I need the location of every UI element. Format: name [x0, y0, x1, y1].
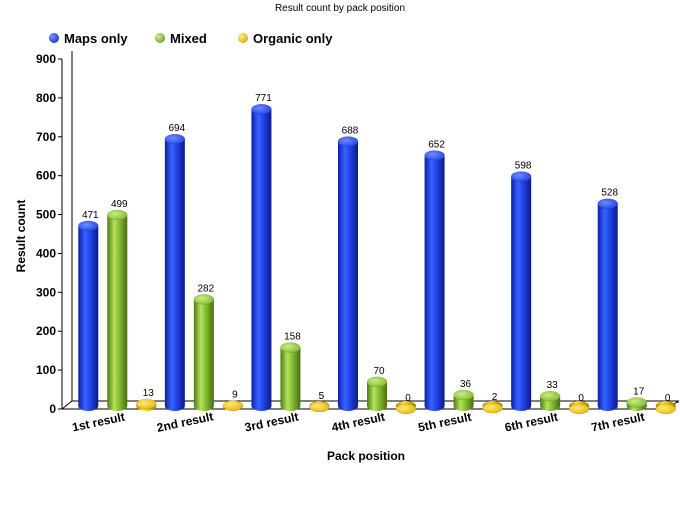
bar-mixed-2nd-result [193, 294, 215, 412]
x-tick-label: 1st result [71, 410, 126, 435]
x-tick-label: 5th result [417, 410, 473, 435]
legend-item-organic-only: Organic only [238, 31, 333, 46]
y-tick-label: 900 [36, 52, 56, 66]
legend-label: Mixed [170, 31, 207, 46]
data-label-mixed-7th-result: 17 [633, 386, 645, 397]
bar-maps-only-2nd-result [164, 133, 186, 412]
bar-organic-only-3rd-result [309, 401, 330, 413]
bar-maps-only-3rd-result [251, 103, 272, 411]
data-label-maps-only-2nd-result: 694 [169, 123, 186, 134]
legend-swatch-icon [155, 33, 165, 43]
data-label-mixed-5th-result: 36 [460, 379, 472, 390]
legend-item-mixed: Mixed [155, 31, 207, 46]
data-label-maps-only-5th-result: 652 [428, 139, 445, 150]
y-tick-label: 300 [36, 285, 56, 299]
data-label-organic-only-7th-result: 0 [665, 393, 671, 404]
y-tick-label: 600 [36, 169, 56, 183]
data-label-organic-only-6th-result: 0 [578, 393, 584, 404]
data-label-organic-only-1st-result: 13 [143, 388, 155, 399]
bar-maps-only-7th-result [597, 198, 618, 412]
x-tick-label: 3rd result [243, 410, 299, 435]
bar-maps-only-4th-result [337, 136, 359, 411]
legend-label: Maps only [64, 31, 128, 46]
y-tick-label: 500 [36, 208, 56, 222]
bar-organic-only-6th-result [568, 401, 590, 415]
bar-organic-only-5th-result [482, 401, 503, 414]
bars [78, 103, 676, 415]
bar-maps-only-6th-result [510, 171, 532, 411]
data-label-maps-only-3rd-result: 771 [255, 93, 272, 104]
data-label-organic-only-3rd-result: 5 [319, 391, 325, 402]
data-labels: 471 499 13 694 282 9 771 158 5 688 70 0 652 36 2 598 33 0… [82, 93, 671, 404]
legend-swatch-icon [49, 33, 59, 43]
y-tick-label: 400 [36, 246, 56, 260]
data-label-organic-only-5th-result: 2 [492, 392, 498, 403]
data-label-maps-only-1st-result: 471 [82, 210, 99, 221]
chart-title: Result count by pack position [275, 3, 405, 14]
y-tick-label: 700 [36, 130, 56, 144]
y-axis-label: Result count [14, 200, 28, 273]
data-label-maps-only-4th-result: 688 [342, 125, 359, 136]
x-tick-label: 7th result [590, 410, 646, 435]
x-tick-label: 6th result [503, 410, 559, 435]
bar-mixed-6th-result [539, 390, 561, 412]
y-tick-label: 100 [36, 363, 56, 377]
bar-organic-only-7th-result [655, 401, 676, 415]
y-tick-label: 200 [36, 324, 56, 338]
x-tick-label: 2nd result [156, 409, 215, 435]
bar-maps-only-5th-result [424, 150, 445, 412]
bar-organic-only-1st-result [136, 398, 157, 412]
x-tick-label: 4th result [330, 410, 386, 435]
data-label-mixed-1st-result: 499 [111, 199, 128, 210]
bar-organic-only-4th-result [395, 401, 417, 415]
bar-maps-only-1st-result [78, 220, 99, 412]
bar-mixed-3rd-result [280, 342, 301, 412]
data-label-mixed-3rd-result: 158 [284, 332, 301, 343]
legend: Maps only Mixed Organic only [49, 31, 333, 46]
data-label-organic-only-2nd-result: 9 [232, 390, 238, 401]
data-label-mixed-6th-result: 33 [547, 380, 559, 391]
x-axis-label: Pack position [327, 449, 405, 463]
y-tick-label: 800 [36, 91, 56, 105]
data-label-mixed-2nd-result: 282 [198, 283, 215, 294]
bar-mixed-4th-result [366, 376, 388, 411]
data-label-mixed-4th-result: 70 [373, 366, 385, 377]
legend-swatch-icon [238, 33, 248, 43]
bar-mixed-1st-result [107, 209, 128, 412]
bar-organic-only-2nd-result [222, 400, 244, 412]
legend-item-maps-only: Maps only [49, 31, 128, 46]
legend-label: Organic only [253, 31, 333, 46]
bar-mixed-7th-result [626, 397, 647, 412]
y-tick-label: 0 [49, 402, 56, 416]
bar-mixed-5th-result [453, 389, 474, 412]
data-label-organic-only-4th-result: 0 [405, 393, 411, 404]
data-label-maps-only-6th-result: 598 [515, 160, 532, 171]
data-label-maps-only-7th-result: 528 [601, 188, 618, 199]
